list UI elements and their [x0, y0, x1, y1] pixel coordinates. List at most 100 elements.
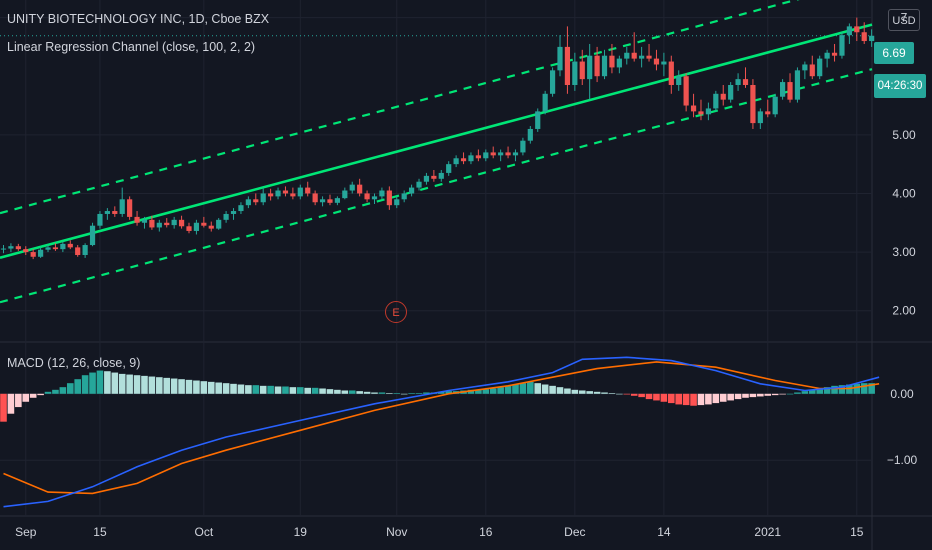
candle-body	[238, 205, 244, 212]
macd-histogram-bar	[712, 393, 720, 404]
candle-body	[208, 225, 214, 229]
macd-histogram-bar	[126, 374, 133, 394]
macd-histogram-bar	[808, 389, 816, 394]
candle-body	[193, 222, 200, 231]
candle-body	[30, 252, 36, 257]
macd-histogram-bar	[564, 388, 571, 394]
macd-histogram-bar	[267, 385, 274, 394]
candle-body	[423, 175, 430, 182]
macd-histogram-bar	[786, 393, 794, 395]
macd-histogram-bar	[348, 390, 356, 394]
candle-body	[839, 35, 845, 56]
last-price-tag: 6.69	[874, 42, 914, 64]
candle-body	[156, 222, 162, 228]
macd-histogram-bar	[467, 389, 475, 394]
macd-histogram-bar	[415, 393, 423, 394]
macd-histogram	[0, 370, 875, 422]
candle-body	[757, 111, 763, 124]
x-tick-label: Nov	[386, 525, 407, 539]
macd-histogram-bar	[185, 379, 193, 394]
macd-histogram-bar	[29, 393, 37, 398]
candle-body	[357, 184, 363, 194]
candle-body	[720, 93, 726, 100]
candle-body	[201, 222, 207, 226]
macd-histogram-bar	[475, 389, 482, 394]
macd-histogram-bar	[111, 372, 119, 394]
candle-body	[342, 190, 348, 199]
macd-label[interactable]: MACD (12, 26, close, 9)	[7, 356, 141, 370]
x-tick-label: Oct	[195, 525, 214, 539]
candle-body	[802, 64, 808, 71]
earnings-marker-icon[interactable]: E	[385, 301, 407, 323]
currency-button[interactable]: USD	[888, 9, 920, 31]
candle-body	[676, 76, 682, 85]
candle-body	[8, 246, 14, 249]
macd-histogram-bar	[527, 381, 534, 394]
candle-body	[97, 213, 103, 226]
macd-histogram-bar	[326, 389, 334, 394]
candle-body	[127, 199, 133, 217]
macd-histogram-bar	[601, 392, 608, 394]
candle-body	[45, 247, 51, 250]
candle-body	[438, 172, 444, 179]
candle-body	[728, 85, 734, 100]
macd-histogram-bar	[356, 391, 363, 394]
macd-histogram-bar	[44, 391, 52, 394]
macd-histogram-bar	[616, 393, 623, 395]
regression-lower	[0, 68, 873, 304]
candle-body	[557, 46, 563, 71]
macd-histogram-bar	[52, 389, 59, 394]
macd-histogram-bar	[7, 393, 15, 414]
candle-body	[579, 61, 585, 80]
candle-body	[690, 105, 697, 112]
macd-histogram-bar	[386, 393, 393, 394]
candle-body	[312, 193, 318, 203]
candle-body	[631, 52, 637, 59]
candle-body	[460, 158, 467, 162]
candle-body	[564, 46, 571, 85]
macd-histogram-bar	[378, 392, 386, 394]
macd-histogram-bar	[690, 393, 697, 406]
macd-histogram-bar	[252, 385, 260, 394]
macd-histogram-bar	[15, 393, 22, 408]
macd-histogram-bar	[59, 387, 67, 394]
macd-histogram-bar	[141, 375, 148, 394]
candle-body	[141, 219, 148, 223]
candle-body	[861, 32, 867, 42]
macd-histogram-bar	[838, 385, 846, 394]
candle-body	[512, 152, 519, 156]
macd-histogram-bar	[860, 383, 868, 394]
macd-histogram-bar	[801, 391, 809, 394]
macd-histogram-bar	[764, 393, 772, 396]
macd-histogram-bar	[549, 385, 556, 394]
macd-histogram-bar	[816, 388, 823, 394]
macd-histogram-bar	[163, 377, 171, 394]
candle-body	[765, 111, 771, 115]
indicator-label[interactable]: Linear Regression Channel (close, 100, 2…	[7, 40, 256, 54]
macd-histogram-bar	[334, 389, 341, 394]
macd-y-tick-label: −1.00	[887, 453, 918, 467]
candle-body	[609, 55, 615, 68]
candle-body	[297, 187, 303, 197]
macd-histogram-bar	[96, 370, 104, 394]
y-tick-label: 5.00	[892, 128, 916, 142]
chart-title: UNITY BIOTECHNOLOGY INC, 1D, Cboe BZX	[7, 12, 270, 26]
macd-histogram-bar	[259, 385, 267, 394]
candle-body	[505, 152, 511, 156]
macd-histogram-bar	[719, 393, 727, 402]
macd-histogram-bar	[289, 387, 297, 394]
macd-histogram-bar	[22, 393, 30, 402]
candle-body	[409, 187, 415, 194]
candle-body	[67, 243, 73, 248]
macd-histogram-bar	[779, 393, 786, 395]
candle-body	[601, 55, 608, 77]
macd-histogram-bar	[660, 393, 668, 402]
candle-body	[305, 187, 311, 194]
macd-histogram-bar	[831, 385, 838, 394]
regression-center	[0, 23, 873, 259]
macd-histogram-bar	[437, 391, 445, 394]
macd-histogram-bar	[749, 393, 757, 398]
